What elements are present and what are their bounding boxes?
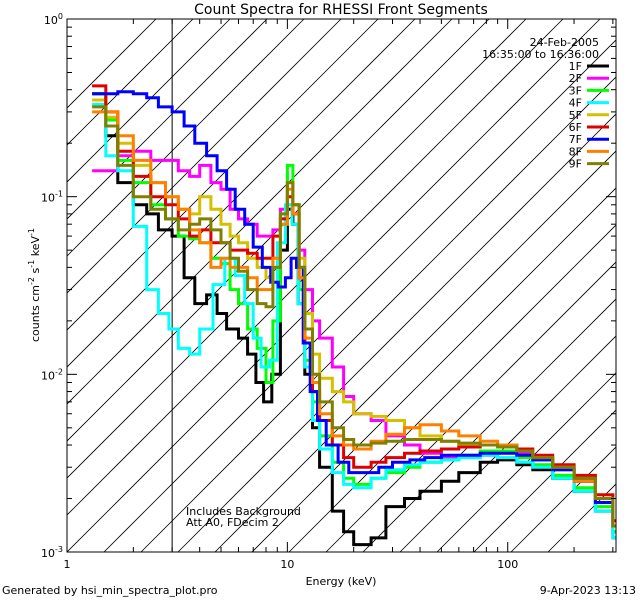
legend-label-9F: 9F bbox=[569, 158, 582, 171]
x-tick-label: 100 bbox=[497, 558, 518, 571]
chart-title: Count Spectra for RHESSI Front Segments bbox=[194, 2, 488, 18]
axis-ticks bbox=[66, 18, 616, 553]
y-tick-exponent: 0 bbox=[58, 12, 63, 21]
legend-label-8F: 8F bbox=[569, 145, 582, 158]
footer-generated-by: Generated by hsi_min_spectra_plot.pro bbox=[2, 584, 218, 597]
y-tick-exponent: -1 bbox=[55, 190, 63, 199]
y-label-part-2: s bbox=[29, 267, 42, 276]
hatch-line bbox=[510, 446, 616, 552]
hatch-line bbox=[214, 150, 616, 552]
hatch-line bbox=[362, 298, 616, 552]
series-line-4F bbox=[92, 103, 616, 540]
legend-label-2F: 2F bbox=[569, 72, 582, 85]
y-tick-label: 10-2 bbox=[41, 367, 63, 382]
hatch-line bbox=[67, 19, 379, 331]
hatch-line bbox=[325, 261, 616, 552]
annotation-attenuator: Att A0, FDecim 2 bbox=[186, 516, 279, 529]
hatch-line bbox=[473, 409, 616, 552]
legend-label-6F: 6F bbox=[569, 121, 582, 134]
y-tick-label: 10-3 bbox=[41, 545, 63, 560]
y-label-part-1: counts cm bbox=[29, 285, 42, 342]
hatch-line bbox=[67, 19, 453, 405]
y-tick-base: 10 bbox=[44, 14, 58, 27]
time-range-label: 16:35:00 to 16:36:00 bbox=[482, 48, 599, 61]
y-tick-label: 100 bbox=[44, 12, 63, 27]
legend-label-7F: 7F bbox=[569, 133, 582, 146]
legend-label-1F: 1F bbox=[569, 60, 582, 73]
hatch-line bbox=[140, 76, 616, 552]
y-tick-label: 10-1 bbox=[41, 190, 63, 205]
hatch-line bbox=[67, 19, 231, 183]
legend-label-3F: 3F bbox=[569, 84, 582, 97]
y-label-part-3: keV bbox=[29, 236, 42, 260]
plot-frame bbox=[66, 18, 617, 553]
hatch-line bbox=[67, 19, 416, 368]
hatch-line bbox=[67, 19, 268, 220]
series-line-9F bbox=[92, 105, 616, 528]
x-tick-label: 1 bbox=[64, 558, 71, 571]
series-layer bbox=[92, 84, 616, 547]
y-tick-base: 10 bbox=[41, 192, 55, 205]
hatch-line bbox=[67, 19, 527, 479]
hatch-line bbox=[67, 19, 564, 516]
y-axis-label: counts cm-2 s-1 keV-1 bbox=[27, 228, 42, 342]
x-tick-label: 10 bbox=[280, 558, 294, 571]
hatch-line bbox=[177, 113, 616, 552]
y-tick-exponent: -3 bbox=[55, 545, 63, 554]
annotation-background: Includes Background bbox=[186, 505, 301, 518]
y-label-exp-1: -2 bbox=[27, 277, 36, 285]
y-label-exp-2: -1 bbox=[27, 260, 36, 268]
hatch-line bbox=[67, 19, 601, 552]
y-tick-exponent: -2 bbox=[55, 367, 63, 376]
x-axis-label: Energy (keV) bbox=[306, 575, 377, 588]
legend-label-5F: 5F bbox=[569, 109, 582, 122]
y-tick-base: 10 bbox=[41, 369, 55, 382]
footer-timestamp: 9-Apr-2023 13:13 bbox=[540, 584, 636, 597]
y-label-exp-3: -1 bbox=[27, 228, 36, 236]
hatch-line bbox=[103, 39, 616, 552]
y-tick-base: 10 bbox=[41, 547, 55, 560]
legend-label-4F: 4F bbox=[569, 97, 582, 110]
x-tick-labels: 1 10 100 bbox=[64, 558, 519, 571]
hatch-line bbox=[67, 19, 305, 257]
hatch-line bbox=[67, 19, 342, 294]
date-label: 24-Feb-2005 bbox=[530, 36, 599, 49]
